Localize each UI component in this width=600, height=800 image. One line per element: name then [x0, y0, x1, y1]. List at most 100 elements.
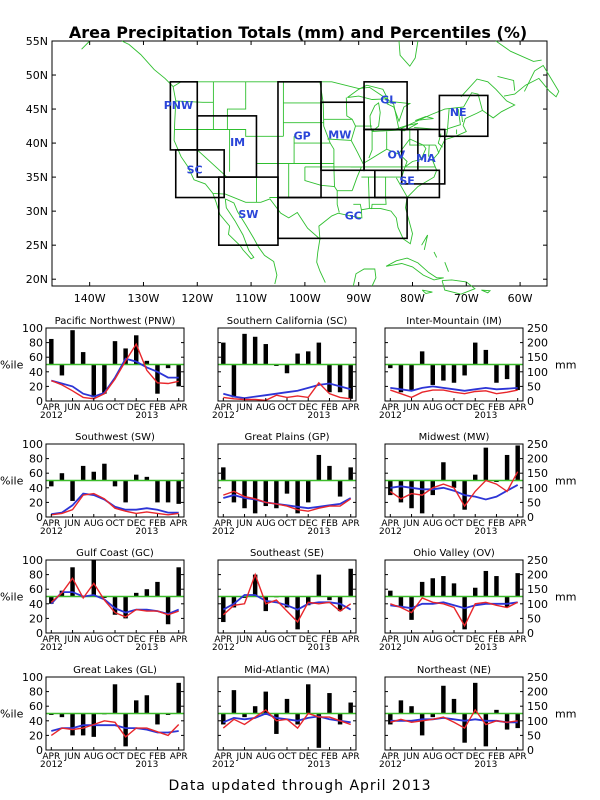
month-tick-label: JUN — [236, 752, 253, 762]
month-tick-label: FEB — [321, 403, 338, 413]
percentile-series-line — [50, 720, 180, 738]
year-label-2013: 2013 — [307, 527, 330, 537]
percentile-bar — [483, 713, 489, 747]
percentile-bar — [123, 480, 128, 503]
percentile-bar — [441, 576, 446, 597]
month-tick-label: AUG — [84, 519, 104, 529]
percentile-bar — [348, 467, 353, 481]
month-tick-label: DEC — [127, 519, 146, 529]
month-tick-label: FEB — [149, 519, 166, 529]
percentile-bar — [306, 684, 311, 714]
panel-title: Pacific Northwest (PNW) — [55, 316, 176, 327]
percentile-bar — [430, 364, 435, 385]
left-axis-label: %ile — [0, 359, 24, 372]
percentile-bar — [144, 589, 150, 597]
left-tick-label: 20 — [29, 612, 43, 625]
percentile-bar — [70, 713, 75, 736]
right-tick-label: 50 — [527, 496, 541, 509]
percentile-bar — [337, 713, 343, 725]
percentile-bar — [252, 706, 258, 714]
percentile-bar — [242, 713, 247, 718]
percentile-bar — [494, 709, 499, 714]
percentile-bar — [441, 462, 446, 481]
percentile-bar — [419, 480, 425, 514]
year-label-2012: 2012 — [379, 760, 402, 770]
region-label-ov: OV — [388, 149, 406, 162]
percentile-bar — [70, 480, 75, 501]
left-tick-label: 0 — [36, 395, 43, 408]
percentile-series-line — [390, 389, 518, 399]
right-tick-label: 100 — [527, 482, 548, 495]
footer-text: Data updated through April 2013 — [168, 778, 431, 794]
percentile-bar — [337, 364, 343, 393]
region-box-ne — [438, 94, 489, 138]
percentile-bar — [231, 690, 237, 714]
percentile-bar — [102, 364, 107, 394]
month-tick-label: DEC — [466, 635, 485, 645]
left-tick-label: 40 — [29, 715, 43, 728]
percentile-bar — [504, 454, 510, 481]
right-axis-label: mm — [555, 708, 576, 721]
percentile-bar — [242, 333, 247, 365]
percentile-series-line — [51, 342, 179, 400]
percentile-bar — [263, 344, 268, 365]
percentile-bar — [155, 364, 160, 394]
year-label-2013: 2013 — [307, 760, 330, 770]
region-label-sc: SC — [187, 164, 203, 177]
percentile-bar — [441, 685, 446, 714]
percentile-bar — [316, 713, 322, 748]
month-tick-label: JUN — [403, 635, 420, 645]
month-tick-label: AUG — [256, 403, 276, 413]
percentile-bar — [144, 360, 150, 365]
month-tick-label: JUN — [64, 519, 81, 529]
percentile-bar — [59, 473, 65, 481]
percentile-bar — [327, 596, 332, 601]
region-labels: PNW SC IM SW GP MW GL OV SE GC MA NE — [164, 94, 467, 223]
left-tick-label: 80 — [29, 686, 43, 699]
region-label-se: SE — [399, 175, 414, 188]
lon-tick-label: 100W — [289, 292, 321, 305]
percentile-bar — [348, 702, 353, 714]
month-tick-label: JUN — [236, 519, 253, 529]
month-tick-label: DEC — [466, 752, 485, 762]
month-tick-label: APR — [170, 635, 188, 645]
left-tick-label: 20 — [29, 380, 43, 393]
percentile-bar — [494, 576, 499, 597]
percentile-bar — [483, 570, 489, 597]
month-tick-label: APR — [214, 635, 232, 645]
percentile-bar — [388, 713, 393, 725]
lon-tick-label: 130W — [128, 292, 160, 305]
left-tick-label: 100 — [22, 322, 43, 335]
percentile-bar — [123, 713, 128, 747]
percentile-bar — [91, 364, 96, 398]
month-tick-label: AUG — [256, 635, 276, 645]
percentile-bar — [398, 364, 404, 393]
percentile-bar — [176, 567, 181, 597]
right-axis-label: mm — [555, 359, 576, 372]
lon-tick-label: 140W — [74, 292, 106, 305]
mm-series-line — [390, 385, 518, 392]
month-tick-label: APR — [42, 635, 60, 645]
panel-title: Southwest (SW) — [75, 432, 155, 443]
right-tick-label: 150 — [527, 700, 548, 713]
month-tick-label: FEB — [321, 752, 338, 762]
percentile-bar — [221, 467, 226, 481]
percentile-bar — [91, 560, 96, 597]
region-box-im — [196, 115, 258, 178]
region-label-ne: NE — [450, 106, 467, 119]
year-label-2012: 2012 — [212, 643, 235, 653]
percentile-bar — [327, 693, 332, 714]
percentile-bar — [221, 342, 226, 365]
panel-gp: Great Plains (GP)APR JUN AUG OCT DEC FEB APR20… — [212, 432, 360, 537]
year-label-2012: 2012 — [40, 643, 63, 653]
percentile-bar — [419, 713, 425, 736]
percentile-bar — [59, 364, 65, 376]
percentile-bar — [252, 574, 258, 597]
lat-tick-label: 50N — [26, 69, 48, 82]
percentile-bar — [263, 480, 268, 507]
right-tick-label: 50 — [527, 612, 541, 625]
percentile-bar — [176, 682, 181, 714]
percentile-bar — [348, 364, 353, 399]
